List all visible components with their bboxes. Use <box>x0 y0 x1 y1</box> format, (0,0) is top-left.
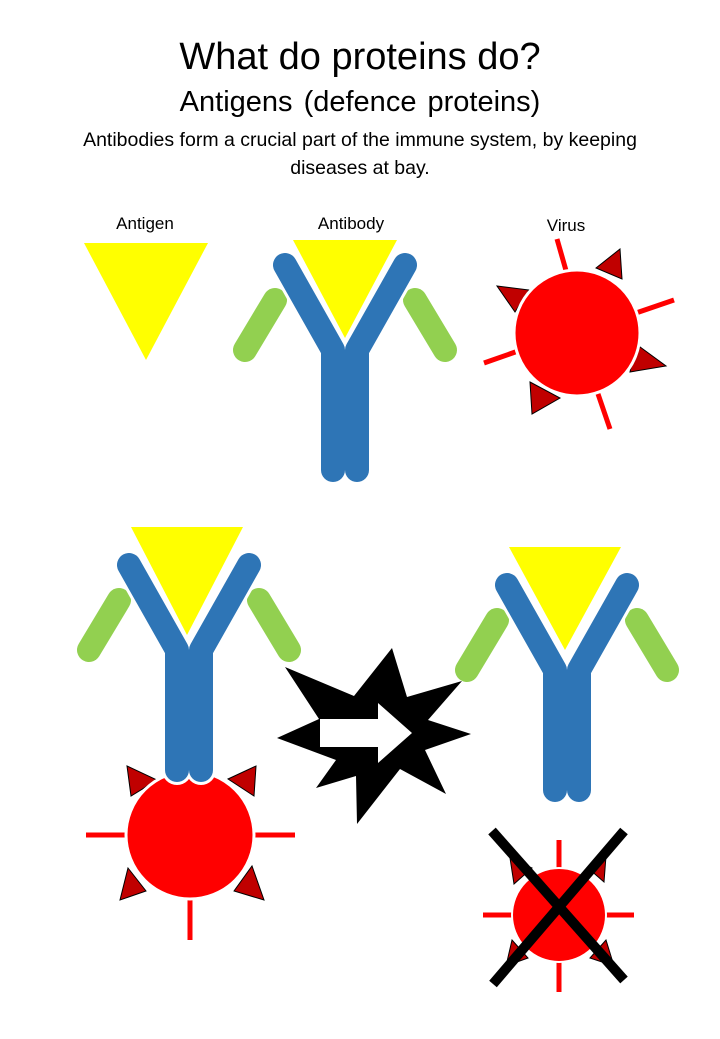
free-antigen-triangle-icon <box>509 547 621 650</box>
burst-arrow-icon <box>277 648 471 824</box>
bound-virus-icon <box>86 735 295 940</box>
cross-out-icon <box>488 827 628 988</box>
page-subtitle: Antigens (defence proteins) <box>179 86 541 118</box>
virus-icon <box>483 238 675 430</box>
description-line-2: diseases at bay. <box>290 157 430 179</box>
virus-label: Virus <box>546 216 586 235</box>
binding-antigen-triangle-icon <box>131 527 243 635</box>
page-title: What do proteins do? <box>179 36 541 78</box>
antibody-antigen-triangle-icon <box>293 240 397 338</box>
antigen-label: Antigen <box>116 214 174 233</box>
antigen-triangle-icon <box>84 243 208 360</box>
description-line-1: Antibodies form a crucial part of the im… <box>83 129 637 151</box>
antibody-label: Antibody <box>317 214 385 233</box>
